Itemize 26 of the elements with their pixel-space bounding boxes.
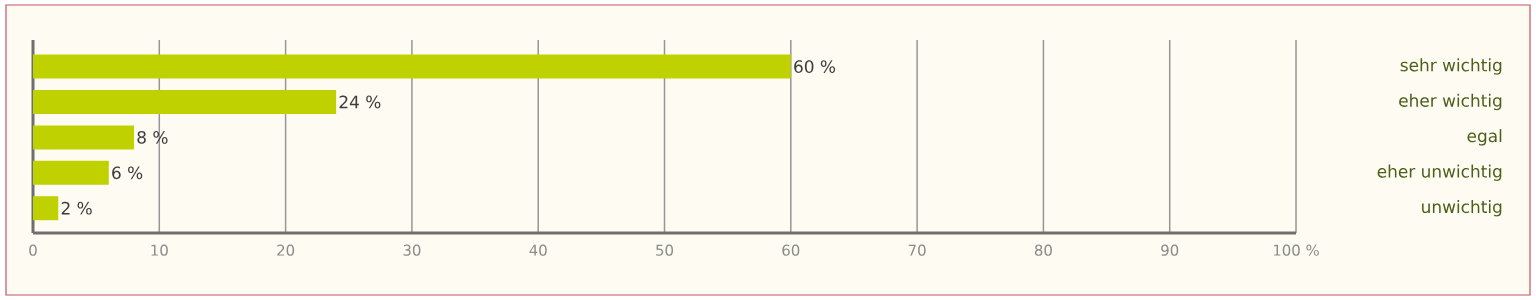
data-label: 6 % (112, 166, 143, 180)
x-tick-label: 70 (908, 244, 926, 256)
x-tick-label: 60 (782, 244, 800, 256)
data-label: 8 % (137, 130, 168, 144)
x-tick-label: 20 (277, 244, 295, 256)
x-tick-label: 30 (403, 244, 421, 256)
y-tick-label: sehr wichtig (1400, 58, 1502, 75)
y-tick-label: eher unwichtig (1377, 164, 1502, 181)
x-tick-label: 10 (151, 244, 168, 256)
x-tick-label: 50 (656, 244, 674, 256)
y-tick-label: egal (1467, 129, 1502, 146)
x-tick-label: 90 (1161, 244, 1179, 256)
x-tick-label: 40 (529, 244, 547, 256)
data-label: 60 % (794, 60, 836, 73)
bar (33, 89, 337, 114)
y-tick-label: eher wichtig (1399, 93, 1502, 111)
data-label: 24 % (339, 95, 381, 109)
data-label: 2 % (61, 201, 92, 215)
bar (33, 125, 135, 150)
bar (33, 196, 59, 221)
x-tick-label: 100 % (1273, 244, 1319, 256)
x-tick-label: 80 (1034, 244, 1052, 256)
y-tick-label: unwichtig (1422, 200, 1502, 217)
bar (33, 54, 791, 79)
bar (33, 160, 109, 185)
x-tick-label: 0 (29, 244, 37, 256)
